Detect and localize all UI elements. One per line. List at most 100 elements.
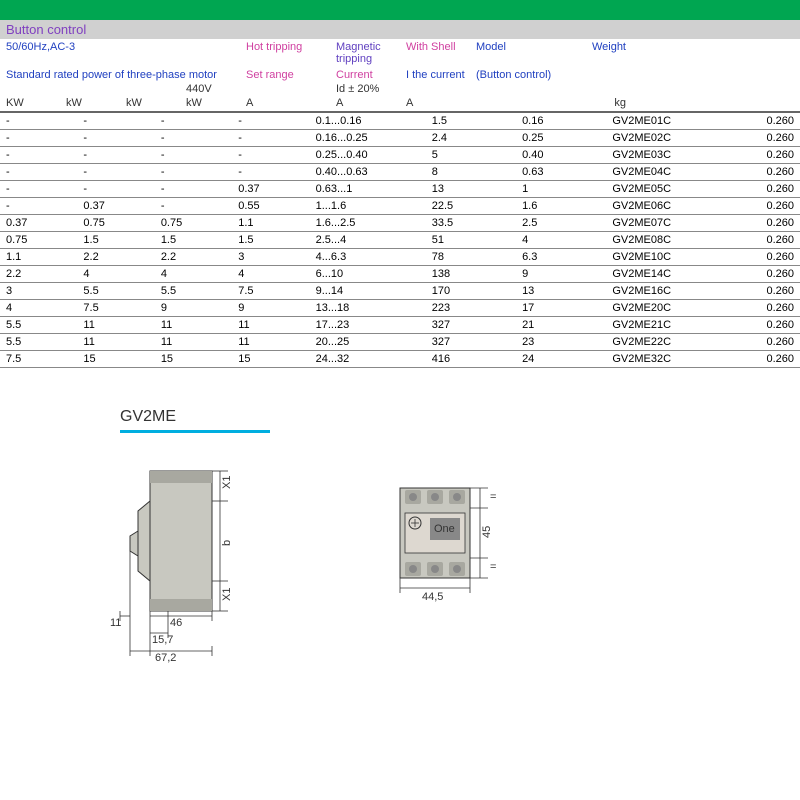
table-cell: - [77,147,154,164]
table-cell: 2.4 [426,130,516,147]
i-the-current-label: I the current [406,67,476,83]
table-cell: 15 [77,351,154,368]
table-cell: 11 [77,317,154,334]
table-cell: 327 [426,317,516,334]
hot-tripping-label: Hot tripping [246,39,336,67]
table-cell: 21 [516,317,606,334]
table-cell: 17 [516,300,606,317]
table-cell: 2.2 [77,249,154,266]
table-cell: 223 [426,300,516,317]
dim-eq-bot: = [490,561,496,573]
table-row: 2.24446...101389GV2ME14C0.260 [0,266,800,283]
dim-x1-bot: X1 [221,588,233,601]
table-row: ----0.1...0.161.50.16GV2ME01C0.260 [0,113,800,130]
table-cell: 0.40...0.63 [310,164,426,181]
unit-kw0: KW [6,97,66,109]
table-cell: 4 [516,232,606,249]
table-cell: 0.260 [735,147,800,164]
magnetic-tripping-label: Magnetic tripping [336,39,406,67]
table-cell: - [77,181,154,198]
table-cell: - [0,113,77,130]
table-cell: 0.260 [735,113,800,130]
table-cell: 0.260 [735,164,800,181]
table-cell: 2.5...4 [310,232,426,249]
table-cell: 24 [516,351,606,368]
table-cell: - [77,164,154,181]
table-cell: GV2ME14C [606,266,735,283]
table-cell: 0.37 [0,215,77,232]
table-cell: 23 [516,334,606,351]
table-cell: 0.260 [735,266,800,283]
header-labels-row1: 50/60Hz,AC-3 Hot tripping Magnetic tripp… [0,39,800,67]
table-cell: 11 [232,317,309,334]
table-row: 5.511111117...2332721GV2ME21C0.260 [0,317,800,334]
table-cell: 0.63 [516,164,606,181]
table-cell: GV2ME06C [606,198,735,215]
table-cell: GV2ME20C [606,300,735,317]
unit-a4: A [246,97,336,109]
table-row: ---0.370.63...1131GV2ME05C0.260 [0,181,800,198]
table-cell: 4 [155,266,232,283]
table-cell: 4 [232,266,309,283]
table-cell: GV2ME04C [606,164,735,181]
table-cell: - [155,164,232,181]
table-row: 5.511111120...2532723GV2ME22C0.260 [0,334,800,351]
table-cell: - [232,113,309,130]
header-labels-row2: Standard rated power of three-phase moto… [0,67,800,83]
dim-11: 11 [110,617,121,629]
table-cell: 0.260 [735,232,800,249]
table-cell: - [155,113,232,130]
diagram-rule [120,430,270,433]
table-cell: 0.25...0.40 [310,147,426,164]
table-cell: 5.5 [155,283,232,300]
table-cell: 0.55 [232,198,309,215]
table-cell: - [155,198,232,215]
table-cell: 138 [426,266,516,283]
table-cell: GV2ME01C [606,113,735,130]
table-cell: 1.1 [232,215,309,232]
table-cell: 9 [232,300,309,317]
table-cell: 1.5 [426,113,516,130]
dim-b: b [221,540,233,546]
unit-kw3: kW [186,97,246,109]
table-cell: - [155,181,232,198]
table-cell: GV2ME21C [606,317,735,334]
table-cell: 9 [516,266,606,283]
table-cell: 1.1 [0,249,77,266]
table-cell: 4 [0,300,77,317]
table-cell: 20...25 [310,334,426,351]
table-cell: 0.75 [77,215,154,232]
unit-a5: A [336,97,406,109]
table-cell: 11 [155,317,232,334]
unit-row: KW kW kW kW A A A kg [0,95,800,112]
table-row: ----0.40...0.6380.63GV2ME04C0.260 [0,164,800,181]
diagram-area: GV2ME X1 b X1 46 15,7 [0,388,800,681]
table-cell: 1.5 [77,232,154,249]
table-cell: 9...14 [310,283,426,300]
table-cell: 0.25 [516,130,606,147]
table-cell: 15 [232,351,309,368]
table-cell: 13 [426,181,516,198]
table-cell: GV2ME32C [606,351,735,368]
table-row: ----0.25...0.4050.40GV2ME03C0.260 [0,147,800,164]
table-cell: GV2ME03C [606,147,735,164]
dim-x1-top: X1 [221,476,233,489]
table-cell: - [77,113,154,130]
table-cell: 0.260 [735,283,800,300]
table-cell: 8 [426,164,516,181]
table-row: 7.515151524...3241624GV2ME32C0.260 [0,351,800,368]
header-labels-row3: 440V Id ± 20% [0,83,800,95]
table-row: 1.12.22.234...6.3786.3GV2ME10C0.260 [0,249,800,266]
table-row: 0.751.51.51.52.5...4514GV2ME08C0.260 [0,232,800,249]
table-cell: 1.5 [232,232,309,249]
table-cell: 0.260 [735,198,800,215]
table-cell: 1.6 [516,198,606,215]
table-row: -0.37-0.551...1.622.51.6GV2ME06C0.260 [0,198,800,215]
table-cell: 5.5 [0,317,77,334]
table-cell: 11 [232,334,309,351]
table-cell: 5 [426,147,516,164]
table-cell: GV2ME16C [606,283,735,300]
table-cell: 33.5 [426,215,516,232]
table-cell: 13...18 [310,300,426,317]
table-cell: 0.37 [232,181,309,198]
